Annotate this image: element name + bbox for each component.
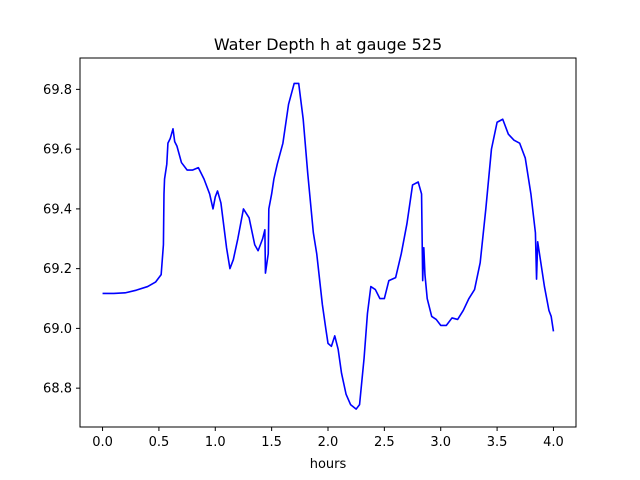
x-axis-ticks: 0.0 0.5 1.0 1.5 2.0 2.5 3.0 3.5 4.0 bbox=[92, 427, 564, 450]
x-tick-label: 4.0 bbox=[543, 435, 564, 450]
series-layer bbox=[102, 82, 555, 410]
chart-title: Water Depth h at gauge 525 bbox=[214, 35, 442, 54]
x-tick-label: 3.0 bbox=[430, 435, 451, 450]
x-tick-label: 2.5 bbox=[374, 435, 395, 450]
x-tick-label: 3.5 bbox=[487, 435, 508, 450]
y-tick-label: 69.0 bbox=[43, 322, 72, 337]
y-tick-label: 69.4 bbox=[43, 202, 72, 217]
x-axis-label: hours bbox=[310, 457, 347, 472]
x-tick-label: 1.5 bbox=[261, 435, 282, 450]
y-axis-ticks: 68.8 69.0 69.2 69.4 69.6 69.8 bbox=[43, 83, 80, 397]
x-tick-label: 1.0 bbox=[205, 435, 226, 450]
x-tick-label: 0.0 bbox=[92, 435, 113, 450]
plot-frame bbox=[79, 57, 577, 428]
series-line-0 bbox=[102, 82, 555, 410]
x-tick-label: 2.0 bbox=[318, 435, 339, 450]
y-tick-label: 68.8 bbox=[43, 382, 72, 397]
y-tick-label: 69.2 bbox=[43, 262, 72, 277]
x-tick-label: 0.5 bbox=[149, 435, 170, 450]
y-tick-label: 69.8 bbox=[43, 83, 72, 98]
y-tick-label: 69.6 bbox=[43, 143, 72, 158]
